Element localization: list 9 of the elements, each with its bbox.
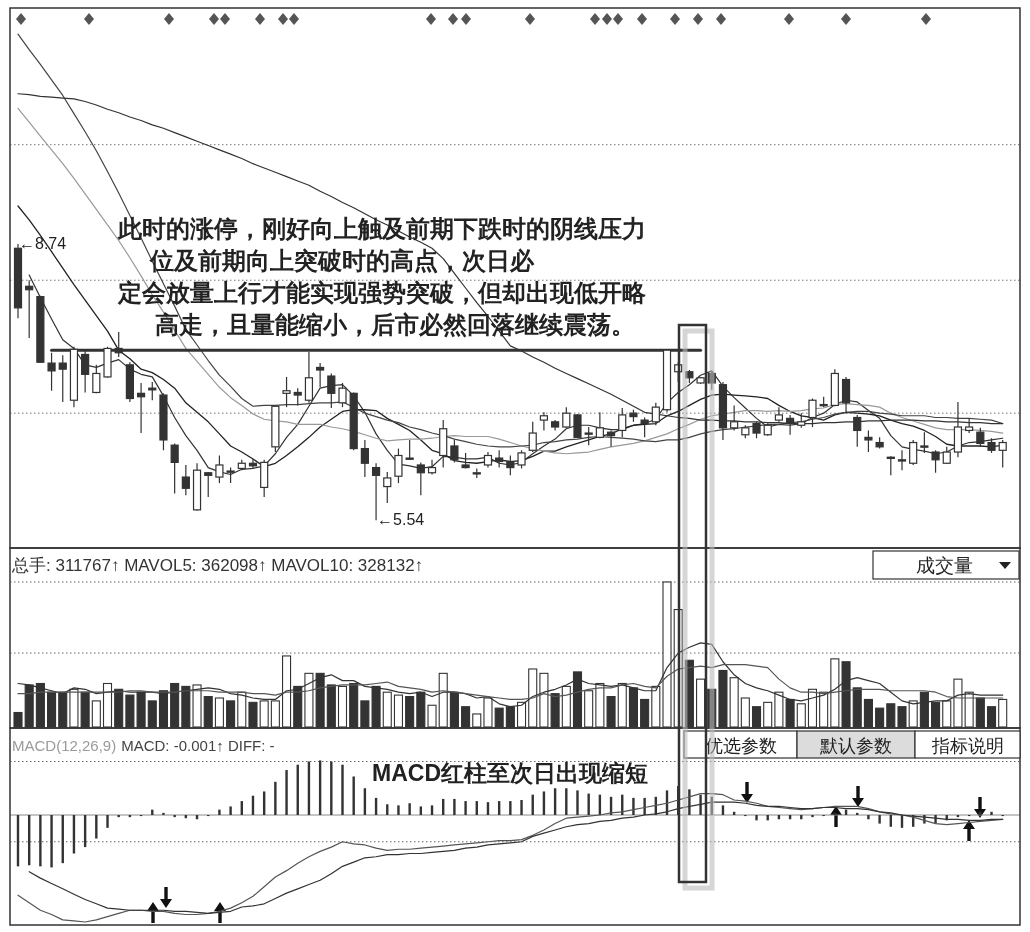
text: 指标说明: [930, 735, 1004, 756]
text: 成交量: [915, 555, 973, 576]
chart-title: 总手: 311767↑ MAVOL5: 362098↑ MAVOL10: 328132↑: [11, 556, 424, 575]
annotation: MACD红柱至次日出现缩短: [372, 760, 648, 786]
annotation: ←5.54: [377, 511, 425, 529]
text: 优选参数: [704, 735, 777, 756]
chart-title: MACD(12,26,9): [12, 737, 117, 754]
chart-subtitle: MACD: -0.001↑ DIFF: -: [121, 737, 275, 754]
text: 默认参数: [819, 735, 892, 756]
